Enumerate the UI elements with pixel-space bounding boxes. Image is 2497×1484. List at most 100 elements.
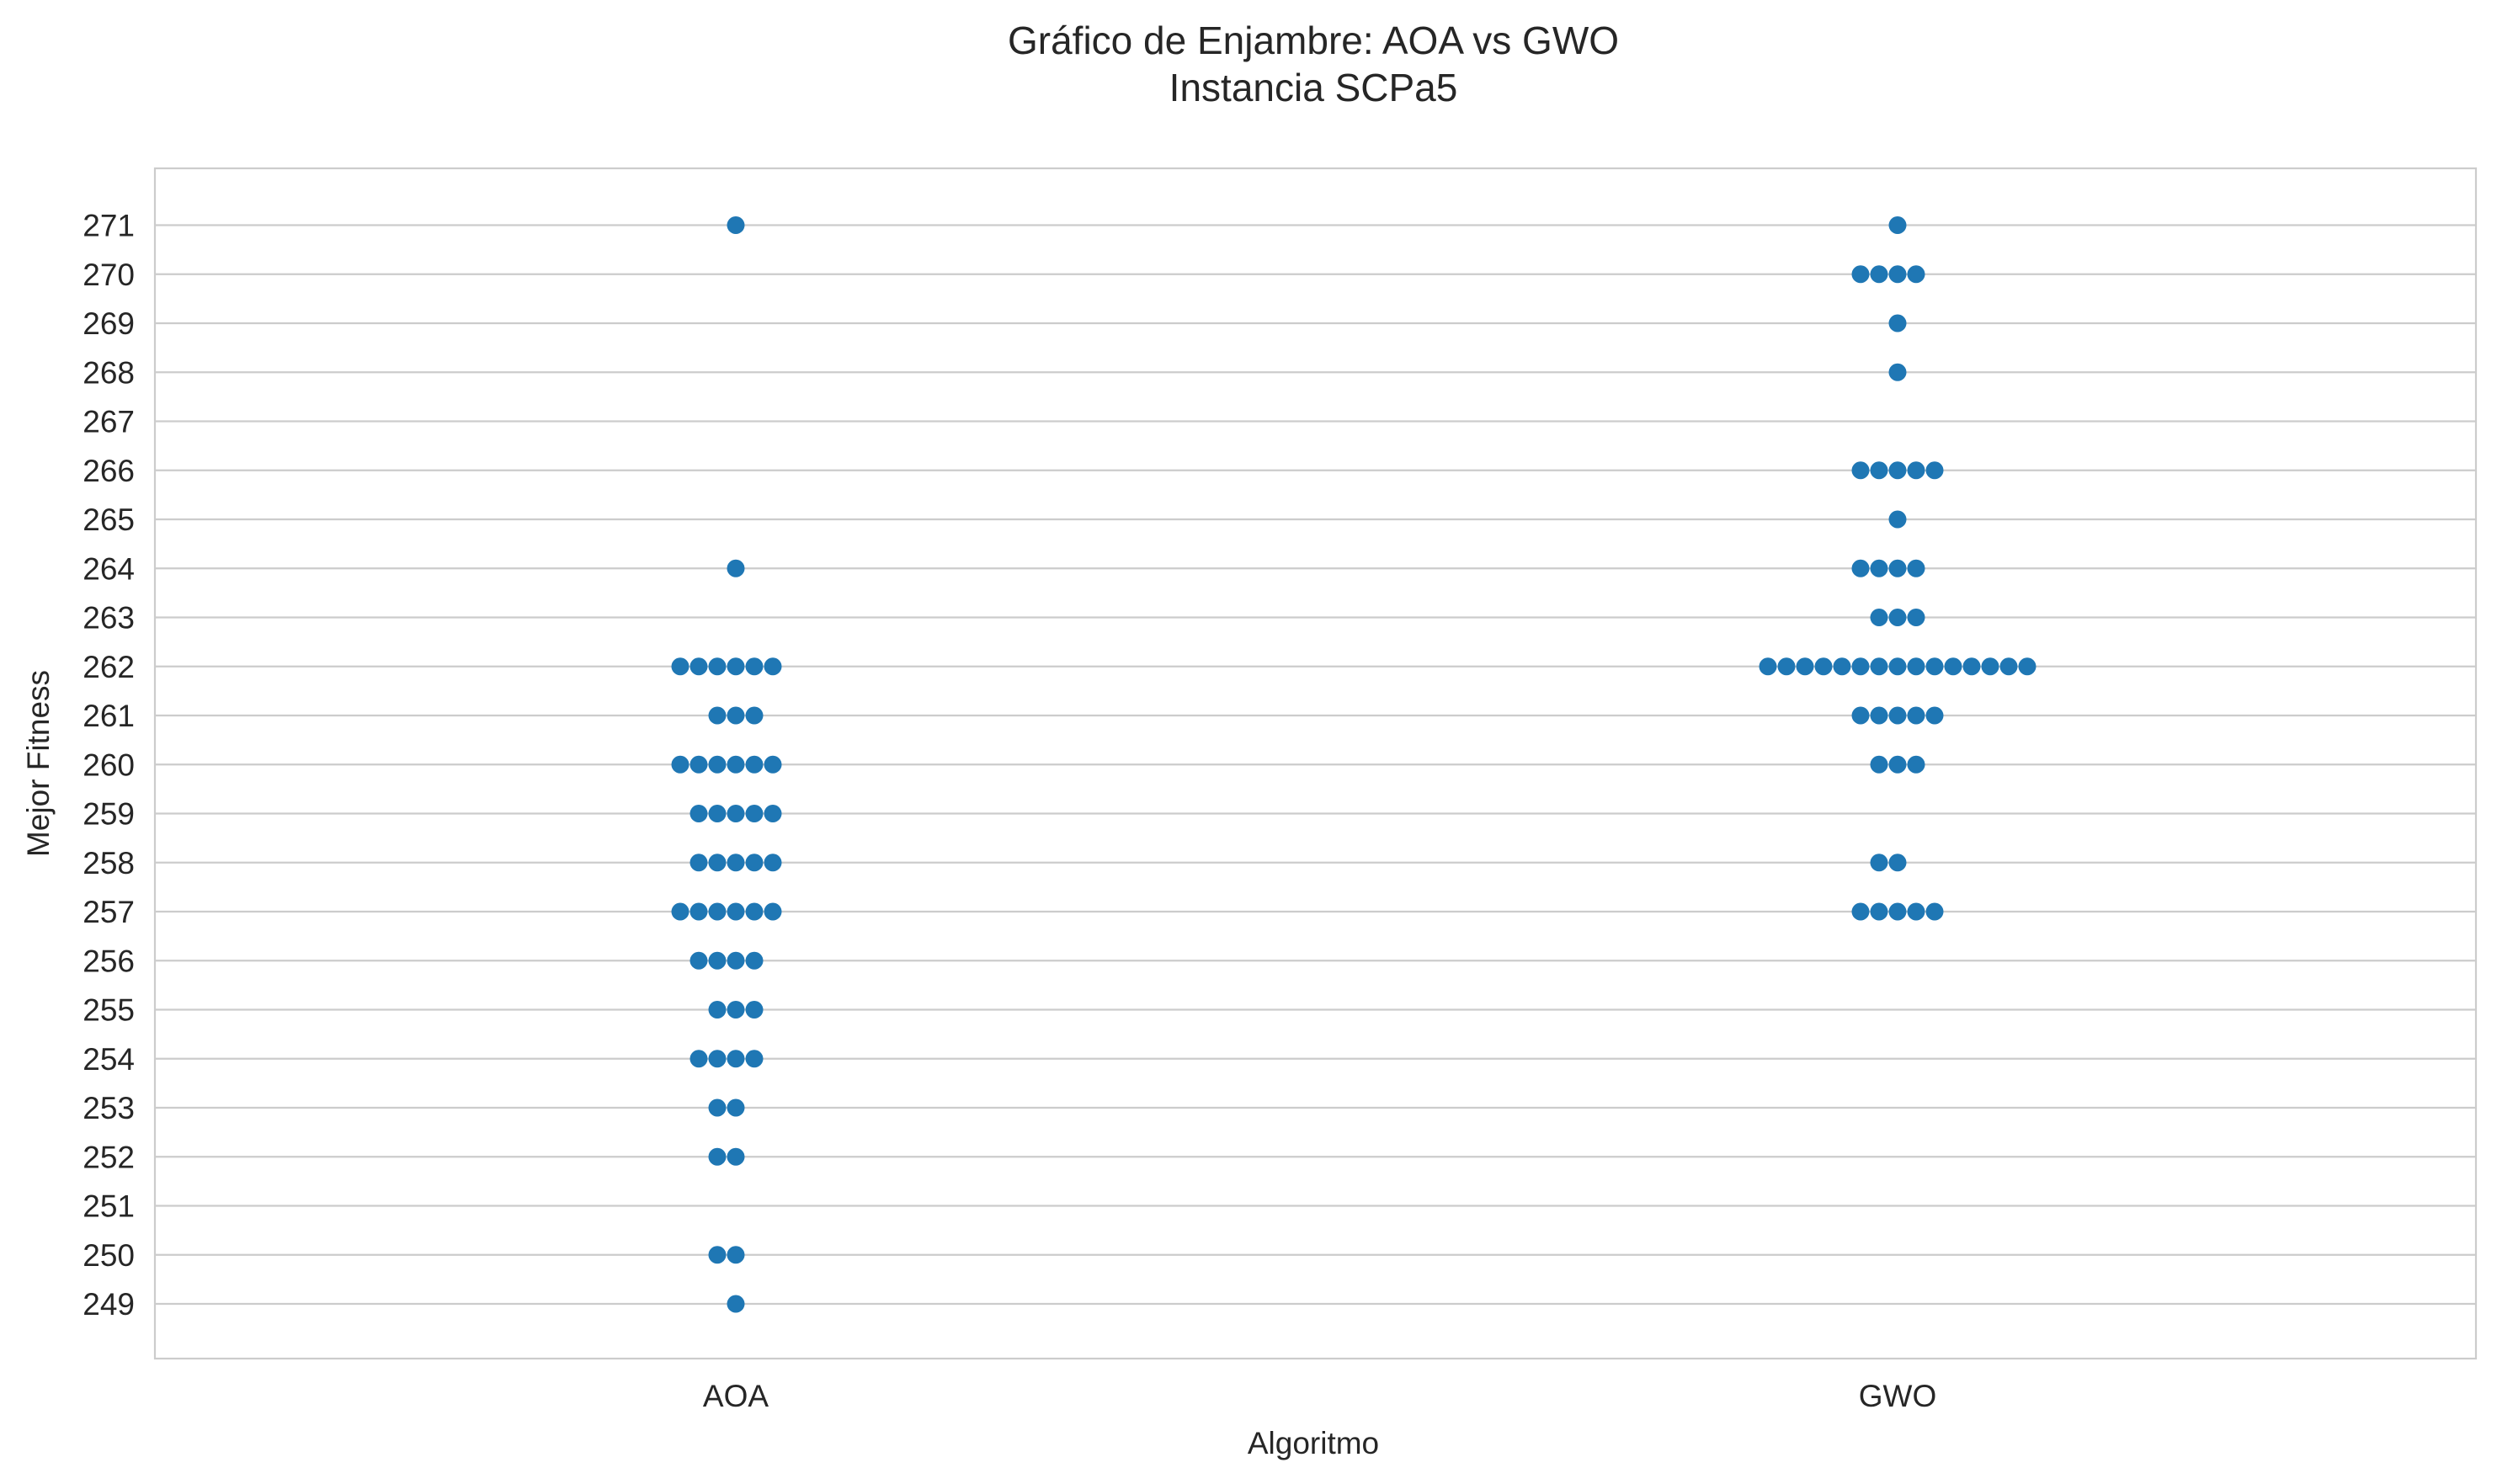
data-point-aoa <box>708 755 727 774</box>
data-point-gwo <box>1907 657 1925 676</box>
data-point-aoa <box>708 951 727 970</box>
data-point-gwo <box>1925 902 1944 921</box>
data-point-gwo <box>1925 657 1944 676</box>
data-point-aoa <box>708 706 727 725</box>
data-point-aoa <box>689 854 708 872</box>
data-point-aoa <box>727 1050 745 1068</box>
data-point-aoa <box>745 951 764 970</box>
data-point-gwo <box>1888 902 1907 921</box>
data-point-gwo <box>1981 657 1999 676</box>
data-point-aoa <box>708 1050 727 1068</box>
data-point-gwo <box>1851 559 1870 577</box>
data-point-gwo <box>1907 755 1925 774</box>
data-point-aoa <box>727 1098 745 1117</box>
chart-title: Gráfico de Enjambre: AOA vs GWO <box>1008 19 1619 62</box>
y-tick-label: 259 <box>83 797 135 832</box>
data-point-gwo <box>1870 265 1888 284</box>
y-tick-label: 269 <box>83 306 135 341</box>
data-point-aoa <box>689 902 708 921</box>
data-point-gwo <box>1851 706 1870 725</box>
y-tick-label: 261 <box>83 699 135 733</box>
x-tick-label-gwo: GWO <box>1859 1379 1936 1413</box>
gridlines <box>155 224 2476 1306</box>
data-point-aoa <box>745 1050 764 1068</box>
x-tick-label-aoa: AOA <box>703 1379 769 1413</box>
y-tick-label: 252 <box>83 1140 135 1174</box>
data-point-aoa <box>745 706 764 725</box>
data-point-gwo <box>1907 265 1925 284</box>
data-point-aoa <box>708 805 727 822</box>
data-point-aoa <box>727 805 745 822</box>
y-tick-label: 250 <box>83 1238 135 1273</box>
data-point-gwo <box>1888 657 1907 676</box>
data-point-aoa <box>727 706 745 725</box>
data-point-gwo <box>1851 657 1870 676</box>
data-point-gwo <box>1870 657 1888 676</box>
data-point-aoa <box>708 657 727 676</box>
data-point-gwo <box>1888 363 1907 381</box>
data-point-aoa <box>708 1147 727 1166</box>
y-tick-label: 270 <box>83 258 135 292</box>
data-point-aoa <box>689 805 708 822</box>
data-point-gwo <box>1759 657 1777 676</box>
data-point-aoa <box>745 755 764 774</box>
data-point-gwo <box>1925 461 1944 480</box>
y-tick-label: 249 <box>83 1287 135 1322</box>
y-tick-label: 260 <box>83 747 135 782</box>
data-point-aoa <box>727 951 745 970</box>
data-point-aoa <box>727 1246 745 1264</box>
data-point-aoa <box>764 902 782 921</box>
data-point-aoa <box>689 755 708 774</box>
data-point-aoa <box>689 951 708 970</box>
data-point-aoa <box>764 755 782 774</box>
y-tick-labels: 249 250 251 252 253 254 255 256 257 258 259 260 261 2… <box>83 209 135 1322</box>
data-point-aoa <box>671 657 689 676</box>
data-point-gwo <box>1907 902 1925 921</box>
data-point-gwo <box>1870 559 1888 577</box>
data-point-aoa <box>745 805 764 822</box>
data-point-aoa <box>727 755 745 774</box>
data-point-aoa <box>745 902 764 921</box>
data-point-aoa <box>708 902 727 921</box>
data-point-gwo <box>1888 314 1907 332</box>
data-point-gwo <box>1796 657 1814 676</box>
y-tick-label: 251 <box>83 1189 135 1224</box>
y-tick-label: 255 <box>83 993 135 1028</box>
y-tick-label: 254 <box>83 1042 135 1077</box>
data-point-aoa <box>727 1001 745 1019</box>
data-point-aoa <box>727 216 745 234</box>
data-point-aoa <box>727 559 745 577</box>
data-point-aoa <box>708 1246 727 1264</box>
data-point-gwo <box>1870 902 1888 921</box>
data-point-aoa <box>727 902 745 921</box>
data-point-aoa <box>764 805 782 822</box>
data-point-gwo <box>1962 657 1981 676</box>
data-point-gwo <box>1851 265 1870 284</box>
y-tick-label: 265 <box>83 503 135 537</box>
data-point-gwo <box>1925 706 1944 725</box>
data-point-aoa <box>708 1001 727 1019</box>
y-tick-label: 271 <box>83 209 135 243</box>
data-point-gwo <box>1870 461 1888 480</box>
y-tick-label: 264 <box>83 551 135 586</box>
data-point-gwo <box>1907 559 1925 577</box>
data-point-gwo <box>1833 657 1851 676</box>
data-point-gwo <box>1870 755 1888 774</box>
x-tick-labels: AOA GWO <box>703 1379 1936 1413</box>
data-point-aoa <box>745 657 764 676</box>
data-point-aoa <box>671 755 689 774</box>
data-points <box>671 216 2036 1313</box>
data-point-gwo <box>1944 657 1962 676</box>
data-point-gwo <box>1851 902 1870 921</box>
data-point-gwo <box>1999 657 2018 676</box>
y-tick-label: 253 <box>83 1091 135 1125</box>
y-tick-label: 266 <box>83 454 135 488</box>
y-tick-label: 256 <box>83 944 135 978</box>
data-point-gwo <box>1888 216 1907 234</box>
y-tick-label: 257 <box>83 895 135 929</box>
data-point-gwo <box>1888 706 1907 725</box>
data-point-aoa <box>764 854 782 872</box>
y-tick-label: 258 <box>83 846 135 880</box>
data-point-aoa <box>745 854 764 872</box>
